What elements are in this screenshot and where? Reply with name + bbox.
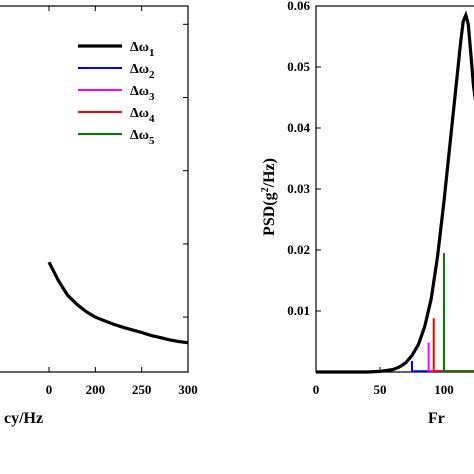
left-x-tick-label: 250 xyxy=(132,382,152,397)
legend-entry-label: Δω4 xyxy=(130,106,155,125)
left-x-tick-label: 200 xyxy=(86,382,106,397)
left-x-ticks: 0 200 250 300 xyxy=(46,6,198,397)
y-label-superscript: 2 xyxy=(260,187,271,192)
left-series-line xyxy=(47,261,189,345)
left-series xyxy=(47,261,189,345)
right-series-line xyxy=(316,10,474,374)
right-y-tick-label: 0.04 xyxy=(287,120,310,135)
right-y-axis-label: PSD(g2/Hz) xyxy=(260,158,278,236)
legend-entry-label: Δω2 xyxy=(130,62,155,81)
right-plot-area xyxy=(315,5,474,373)
y-label-prefix: PSD(g xyxy=(261,192,278,236)
y-label-suffix: /Hz) xyxy=(261,158,278,188)
left-x-axis-label: cy/Hz xyxy=(4,410,43,427)
right-y-tick-label: 0.05 xyxy=(287,59,310,74)
right-series xyxy=(316,10,474,374)
right-y-tick-label: 0.02 xyxy=(287,242,310,257)
right-chart: 0.01 0.02 0.03 0.04 0.05 0.06 0 50 100 PSD(g2/Hz… xyxy=(260,0,474,427)
left-chart: 0 200 250 300 Δω1 Δω2 Δω3 Δω4 Δω5 cy/Hz xyxy=(0,5,198,427)
right-x-tick-label: 0 xyxy=(313,382,320,397)
right-x-tick-label: 50 xyxy=(374,382,387,397)
legend-entry-label: Δω3 xyxy=(130,84,155,103)
right-x-axis-label: Fr xyxy=(428,410,445,427)
left-x-tick-label: 300 xyxy=(178,382,198,397)
right-ticks: 0.01 0.02 0.03 0.04 0.05 0.06 0 50 100 xyxy=(287,0,454,397)
left-x-tick-label: 0 xyxy=(46,382,53,397)
right-y-tick-label: 0.06 xyxy=(287,0,310,13)
right-x-tick-label: 100 xyxy=(434,382,454,397)
legend-entry-label: Δω1 xyxy=(130,40,155,59)
right-y-tick-label: 0.03 xyxy=(287,181,310,196)
legend-entry-label: Δω5 xyxy=(130,128,155,147)
right-y-tick-label: 0.01 xyxy=(287,303,310,318)
legend: Δω1 Δω2 Δω3 Δω4 Δω5 xyxy=(78,40,155,147)
